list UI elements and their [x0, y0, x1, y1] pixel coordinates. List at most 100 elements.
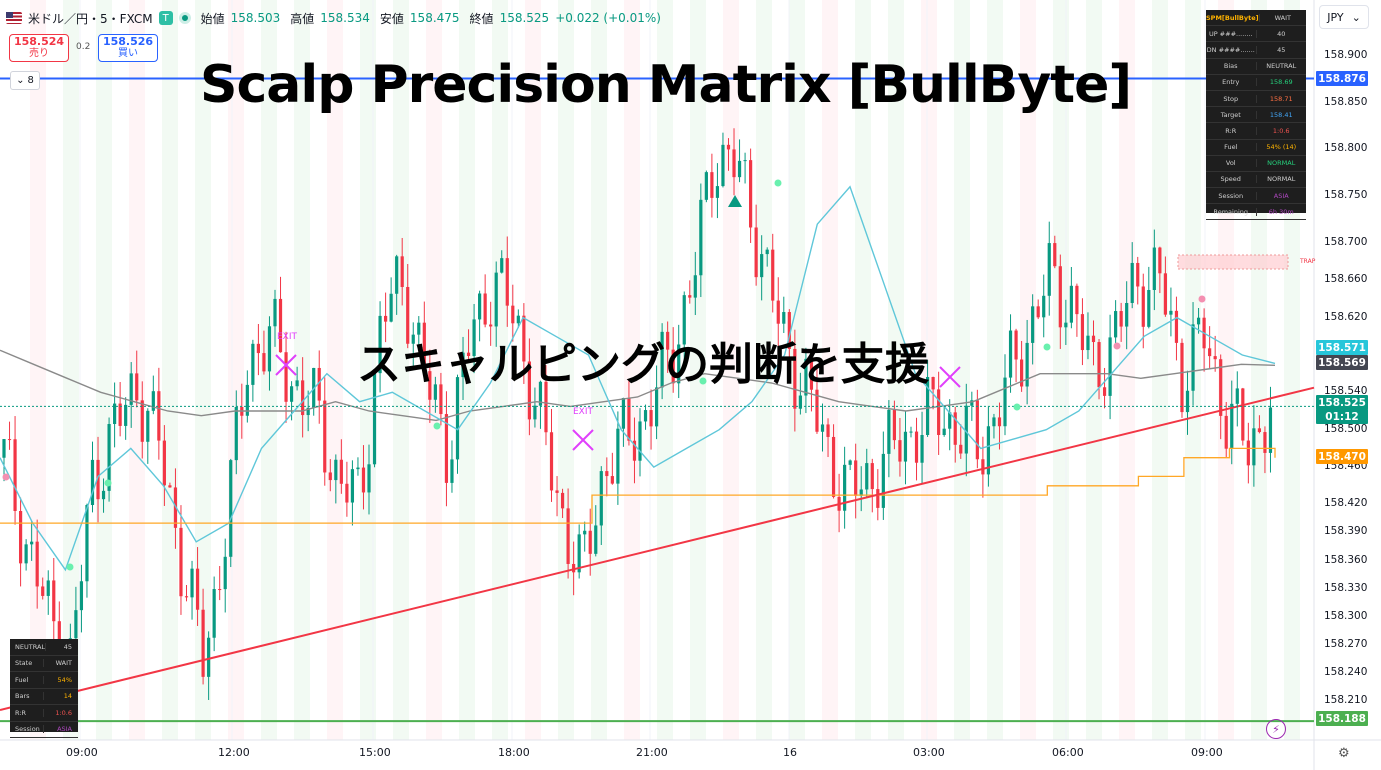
candle-body [339, 459, 343, 484]
session-band [756, 0, 772, 740]
panel-key: Fuel [1206, 143, 1257, 152]
candle-body [1108, 337, 1112, 396]
buy-button[interactable]: 158.526 買い [98, 34, 158, 62]
time-axis-label: 03:00 [913, 746, 945, 759]
candle-body [361, 467, 366, 493]
candle-body [140, 400, 144, 442]
panel-key: Bars [10, 692, 44, 701]
candle-body [1174, 310, 1179, 343]
buy-price: 158.526 [102, 35, 154, 48]
candle-body [1141, 286, 1145, 327]
tradingview-badge-icon: T [158, 11, 173, 25]
panel-row: Fuel 54% [10, 672, 78, 689]
candle-body [472, 319, 476, 357]
bolt-icon[interactable]: ⚡ [1266, 719, 1286, 739]
mini-value: 45 [63, 642, 72, 651]
candle-body [422, 322, 426, 372]
candle-body [1241, 388, 1245, 441]
indicator-legend-toggle[interactable]: ⌄ 8 [10, 71, 40, 90]
candle-body [876, 489, 880, 508]
spm-info-panel: SPM[BullByte] WAIT UP ###........ 40 DN ##… [1206, 10, 1306, 221]
candle-body [135, 373, 139, 401]
panel-row: Stop 158.71 [1206, 91, 1306, 108]
candle-body [516, 315, 520, 324]
candle-body [1091, 335, 1096, 343]
candle-body [46, 580, 50, 596]
panel-value: 158.69 [1269, 78, 1293, 87]
candle-body [715, 186, 720, 198]
candle-body [605, 471, 609, 477]
candle-body [588, 530, 592, 554]
session-band [525, 0, 541, 740]
candle-body [970, 400, 974, 406]
gear-icon[interactable]: ⚙ [1338, 746, 1350, 761]
candle-body [522, 315, 526, 362]
exit-label-2: EXIT [573, 407, 594, 417]
candle-body [35, 541, 39, 587]
chart-header: 米ドル／円・5・FXCM T 始値 158.503 高値 158.534 安値 158… [6, 6, 661, 30]
session-band [492, 0, 508, 740]
session-band [1053, 0, 1069, 740]
session-band [96, 0, 112, 740]
candle-body [1257, 428, 1262, 433]
low-value: 158.475 [409, 11, 460, 25]
candle-body [898, 440, 902, 462]
time-axis-label: 21:00 [636, 746, 668, 759]
candle-body [1224, 415, 1228, 449]
panel-value: 1:0.6 [55, 708, 72, 717]
candle-body [549, 432, 554, 491]
candle-body [505, 258, 509, 306]
candle-body [1180, 342, 1184, 413]
session-band [657, 0, 673, 740]
candle-body [914, 431, 919, 463]
panel-key: Stop [1206, 94, 1257, 103]
price-axis-label: 158.750 [1324, 189, 1368, 202]
symbol-label[interactable]: 米ドル／円・5・FXCM [28, 11, 153, 26]
candle-body [212, 589, 216, 638]
mini-status-panel: NEUTRAL 45 State WAIT Fuel 54% Bars 14 R:R 1:0.… [10, 639, 78, 738]
panel-key: Entry [1206, 78, 1257, 87]
candle-body [610, 476, 614, 484]
candle-body [1158, 247, 1162, 274]
candle-body [649, 410, 653, 427]
price-axis-label: 158.210 [1324, 693, 1368, 706]
candle-body [395, 256, 399, 294]
candle-body [892, 409, 896, 441]
candle-body [444, 414, 449, 483]
candle-body [1191, 324, 1195, 391]
panel-value: NEUTRAL [1266, 62, 1297, 71]
slow-moving-average-line [0, 349, 1276, 422]
session-band [393, 0, 409, 740]
candle-body [79, 581, 84, 611]
candle-body [848, 460, 852, 465]
session-band [30, 0, 46, 740]
candle-body [500, 258, 504, 273]
session-band [1119, 0, 1135, 740]
candle-body [262, 353, 266, 372]
candle-body [1036, 306, 1040, 318]
panel-key: UP ###........ [1206, 29, 1257, 38]
candle-body [572, 563, 576, 573]
price-tag: 158.188 [1316, 711, 1368, 726]
price-axis-label: 158.270 [1324, 637, 1368, 650]
trap-label: TRAP [1300, 258, 1316, 265]
session-band [63, 0, 79, 740]
session-band [459, 0, 475, 740]
panel-row: Fuel 54% (14) [1206, 140, 1306, 156]
close-label: 終値 [469, 11, 494, 26]
candle-body [887, 409, 891, 454]
panel-value: 14 [63, 692, 72, 701]
candle-body [511, 305, 515, 324]
candle-body [1058, 266, 1062, 328]
candle-body [749, 160, 753, 228]
candle-body [179, 527, 183, 597]
candle-body [975, 400, 979, 460]
sell-button[interactable]: 158.524 売り [9, 34, 69, 62]
candle-body [710, 172, 714, 198]
currency-selector[interactable]: JPY ⌄ [1319, 5, 1369, 29]
candle-body [538, 381, 543, 406]
signal-dots [2, 179, 1206, 571]
session-band [822, 0, 838, 740]
candle-body [793, 348, 797, 409]
